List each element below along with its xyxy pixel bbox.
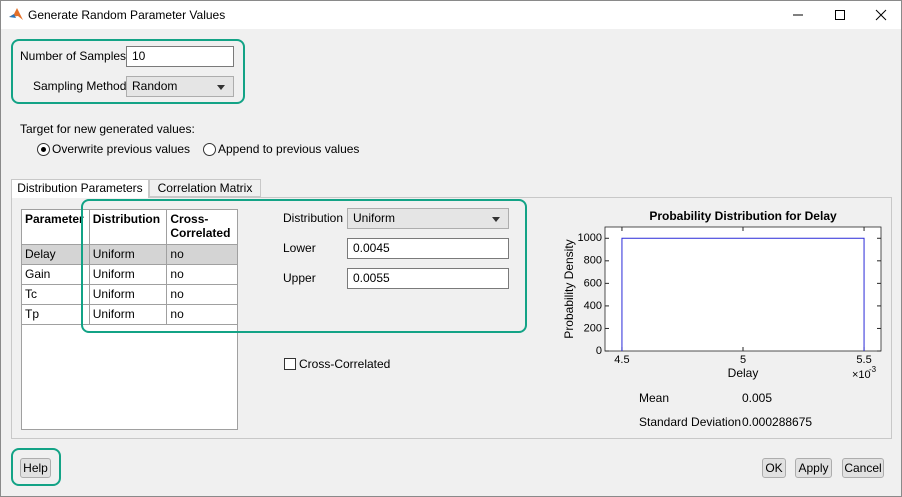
y-tick-label: 200 <box>584 322 602 334</box>
x-tick-label: 4.5 <box>614 354 629 366</box>
distribution-chart: Probability Distribution for Delay Proba… <box>562 209 882 381</box>
y-tick-label: 400 <box>584 300 602 312</box>
table-cell[interactable]: Uniform <box>88 244 168 265</box>
table-row[interactable]: Tp Uniform no <box>21 304 238 325</box>
y-tick-label: 800 <box>584 255 602 267</box>
density-line <box>621 237 865 351</box>
table-cell[interactable]: Gain <box>21 264 90 285</box>
y-tick-label: 600 <box>584 277 602 289</box>
mean-value: 0.005 <box>742 391 773 405</box>
lower-label: Lower <box>283 241 316 255</box>
y-tick-label: 0 <box>596 345 602 357</box>
method-label: Sampling Method <box>33 79 127 93</box>
radio-label: Overwrite previous values <box>52 142 191 156</box>
cancel-button[interactable]: Cancel <box>842 458 884 478</box>
samples-label: Number of Samples <box>20 49 127 63</box>
title-bar: Generate Random Parameter Values <box>1 1 901 29</box>
column-header[interactable]: Cross-Correlated <box>166 209 238 245</box>
radio-button[interactable] <box>37 143 50 156</box>
lower-input[interactable]: 0.0045 <box>347 238 509 259</box>
x-axis-label: Delay <box>728 366 759 380</box>
table-cell[interactable]: Uniform <box>88 284 168 305</box>
radio-label: Append to previous values <box>218 142 360 156</box>
std-label: Standard Deviation <box>639 415 742 429</box>
table-row[interactable]: Tc Uniform no <box>21 284 238 305</box>
radio-dot <box>41 147 46 152</box>
samples-input[interactable]: 10 <box>126 46 234 67</box>
table-cell[interactable]: Tp <box>21 304 90 325</box>
radio-button[interactable] <box>203 143 216 156</box>
column-header[interactable]: Parameter <box>21 209 90 245</box>
x-multiplier-exponent: -3 <box>869 365 877 374</box>
app-icon <box>9 8 23 20</box>
distribution-label: Distribution <box>283 211 344 225</box>
tab[interactable]: Distribution Parameters <box>11 179 149 198</box>
table-cell[interactable]: Uniform <box>88 264 168 285</box>
target-label: Target for new generated values: <box>20 122 195 136</box>
help-button[interactable]: Help <box>20 458 51 478</box>
table-cell[interactable]: Delay <box>21 244 90 265</box>
table-cell[interactable]: Uniform <box>88 304 168 325</box>
plot-area <box>604 226 882 352</box>
column-header[interactable]: Distribution <box>88 209 168 245</box>
apply-button[interactable]: Apply <box>795 458 832 478</box>
table-row[interactable]: Gain Uniform no <box>21 264 238 285</box>
chart-title: Probability Distribution for Delay <box>649 209 837 223</box>
checkbox[interactable] <box>284 358 296 370</box>
x-tick-label: 5.5 <box>856 354 871 366</box>
window-title: Generate Random Parameter Values <box>28 8 226 22</box>
ok-button[interactable]: OK <box>762 458 786 478</box>
mean-label: Mean <box>639 391 670 405</box>
y-axis-label: Probability Density <box>562 239 576 338</box>
upper-label: Upper <box>283 271 316 285</box>
checkbox-label: Cross-Correlated <box>299 357 391 371</box>
table-cell[interactable]: no <box>166 264 238 285</box>
table-cell[interactable]: no <box>166 244 238 265</box>
distribution-dropdown[interactable]: Uniform <box>347 208 509 229</box>
y-tick-label: 1000 <box>578 232 602 244</box>
table-cell[interactable]: no <box>166 304 238 325</box>
upper-input[interactable]: 0.0055 <box>347 268 509 289</box>
tab[interactable]: Correlation Matrix <box>149 179 261 197</box>
parameter-table: Parameter Distribution Cross-Correlated De… <box>21 209 238 325</box>
window-controls[interactable] <box>781 1 901 29</box>
parameter-table-bg: Parameter Distribution Cross-Correlated De… <box>21 209 238 430</box>
x-multiplier: ×10 <box>852 369 871 381</box>
table-row[interactable]: Delay Uniform no <box>21 244 238 265</box>
table-cell[interactable]: no <box>166 284 238 305</box>
table-cell[interactable]: Tc <box>21 284 90 305</box>
method-dropdown[interactable]: Random <box>126 76 234 97</box>
std-value: 0.000288675 <box>742 415 813 429</box>
x-tick-label: 5 <box>740 354 746 366</box>
